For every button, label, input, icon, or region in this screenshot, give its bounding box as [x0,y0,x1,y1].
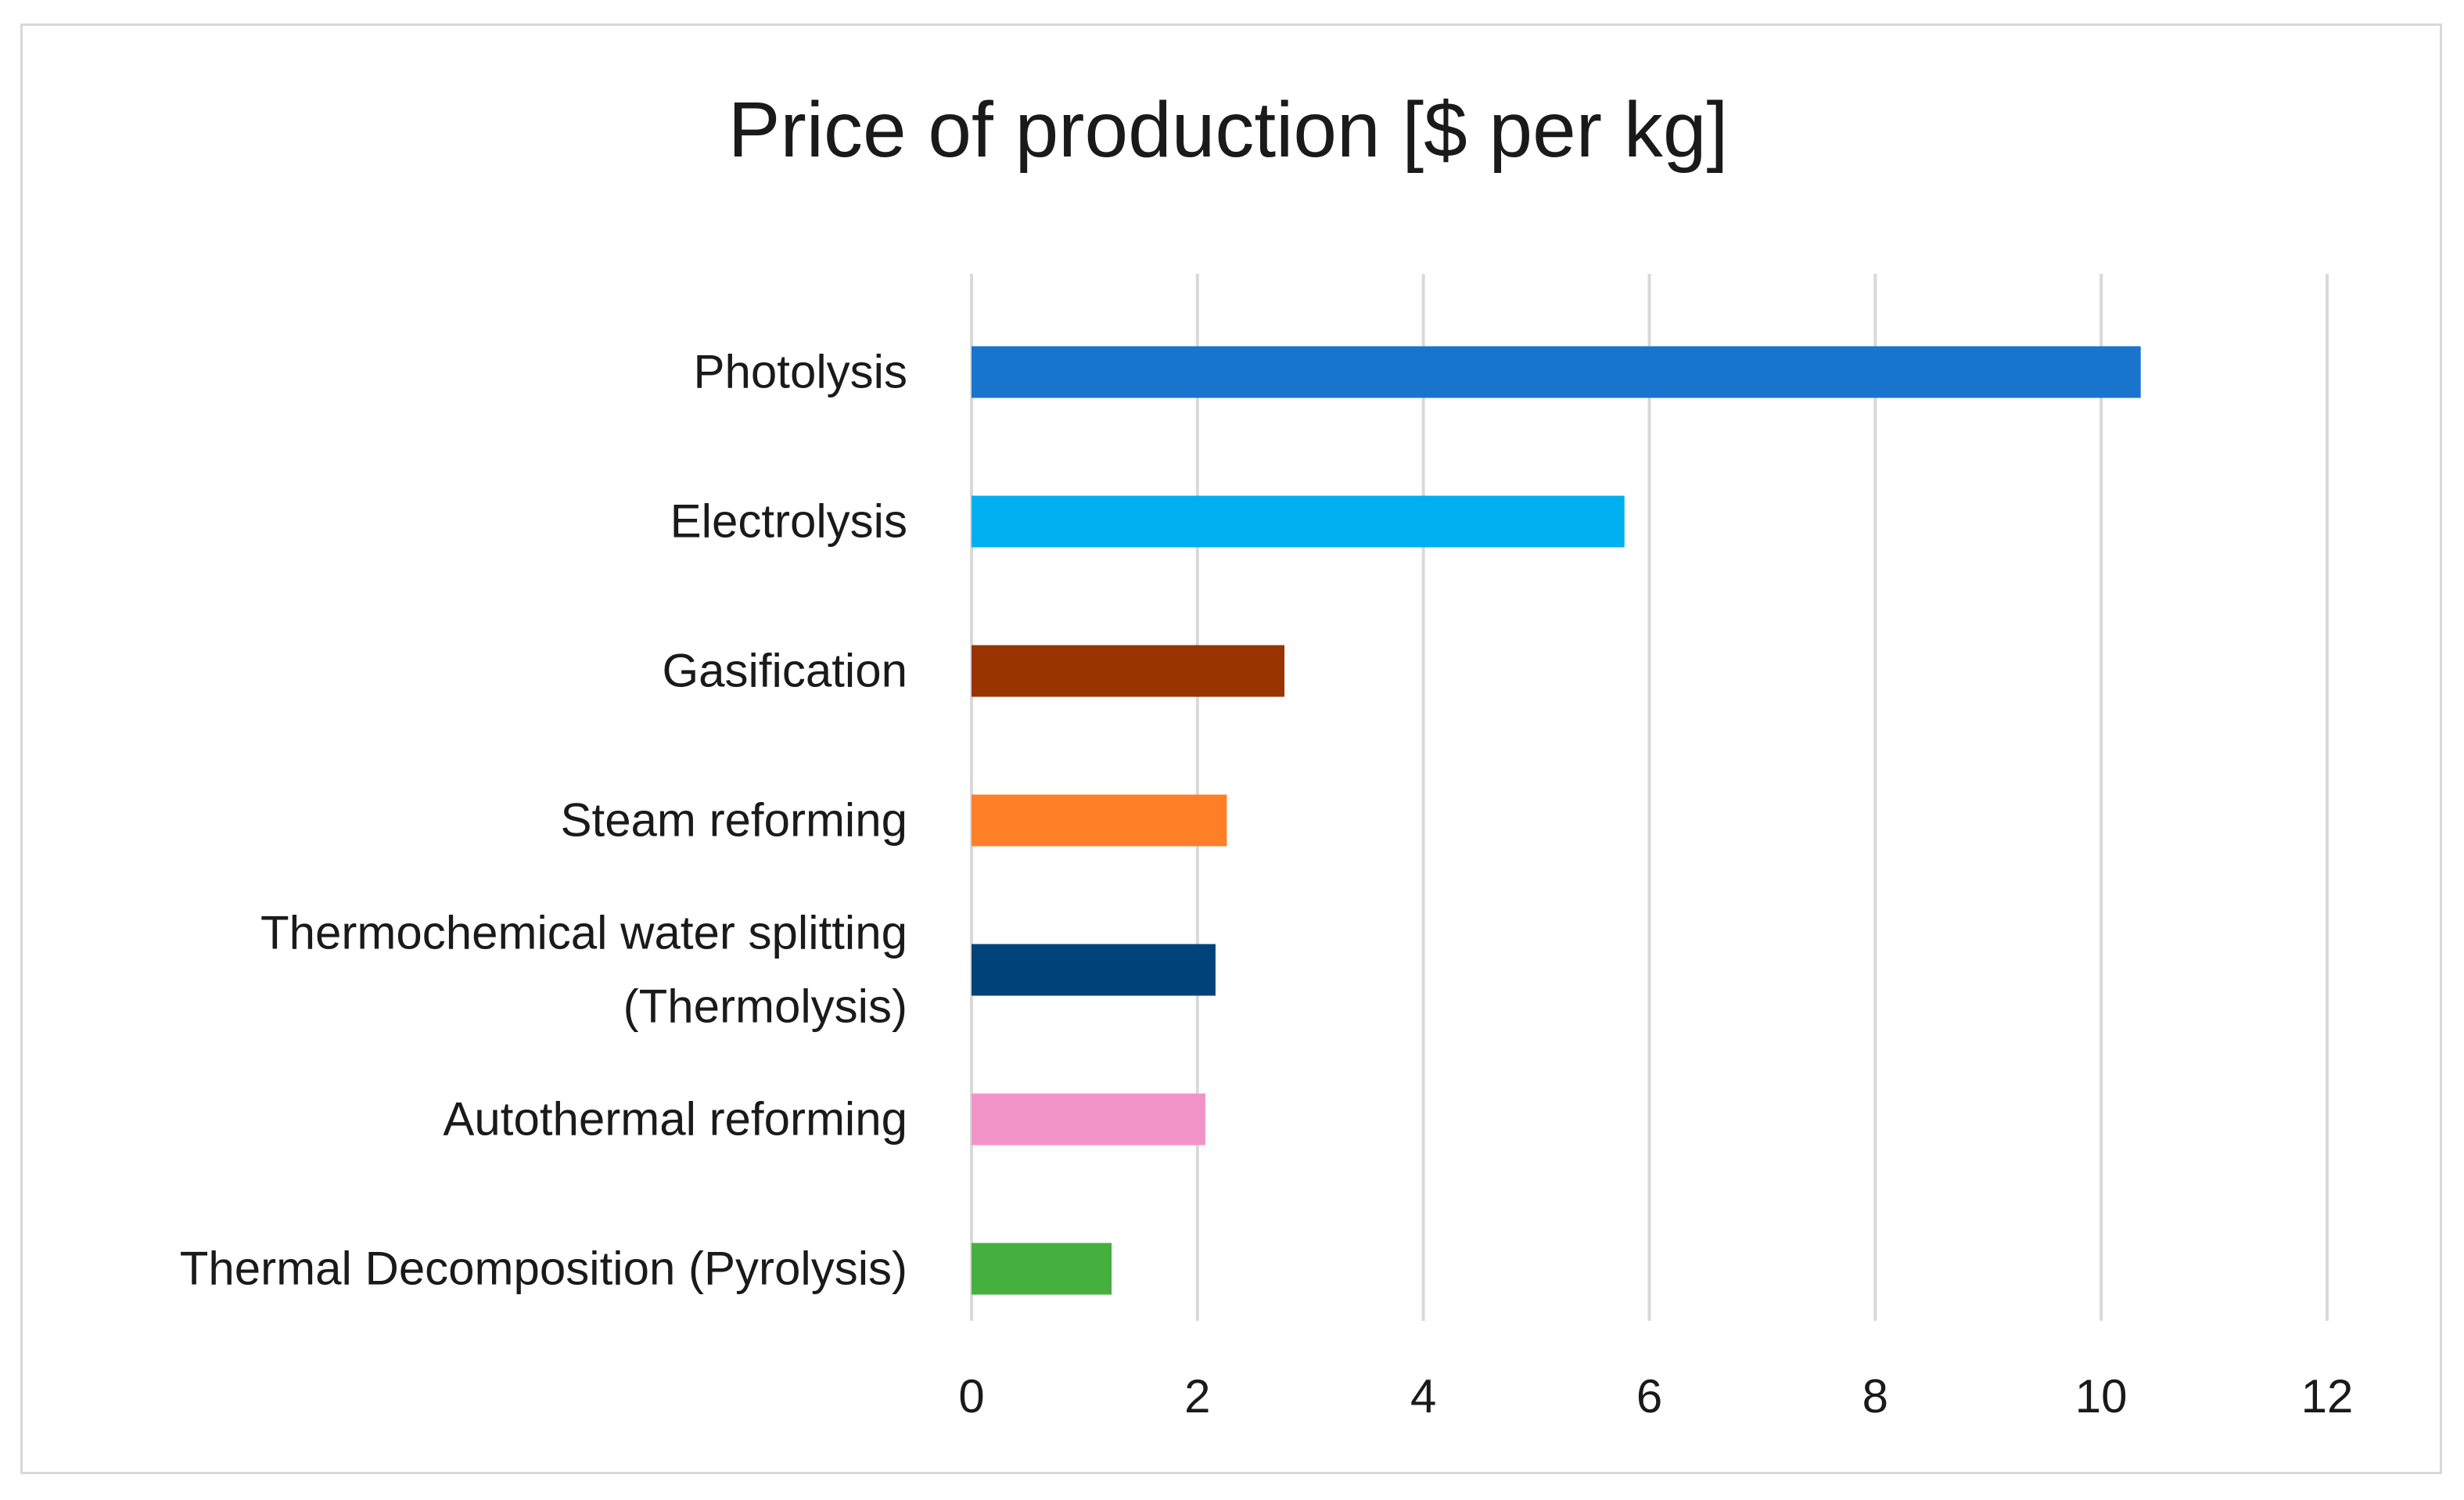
x-tick-label: 2 [1184,1370,1210,1423]
x-tick-label: 0 [958,1370,984,1423]
category-label: Thermochemical water splitting [260,907,907,959]
category-label: Electrolysis [670,495,907,548]
category-label: Gasification [663,645,907,697]
x-tick-label: 6 [1636,1370,1662,1423]
bar-0 [972,346,2141,398]
category-label: (Thermolysis) [623,980,907,1033]
bar-1 [972,495,1625,548]
category-labels: Photolysis Electrolysis Gasification Steam … [180,346,907,1295]
chart-title: Price of production [$ per kg] [728,86,1728,174]
bar-3 [972,794,1227,847]
category-label: Thermal Decomposition (Pyrolysis) [180,1243,907,1295]
bar-2 [972,645,1285,697]
bars [972,346,2141,1295]
chart-frame [20,23,2442,1474]
gridlines [970,274,2329,1321]
x-tick-label: 12 [2301,1370,2354,1423]
bar-4 [972,944,1216,996]
category-label: Autothermal reforming [443,1093,907,1146]
x-tick-label: 10 [2075,1370,2128,1423]
bar-6 [972,1243,1112,1295]
category-label: Steam reforming [561,794,908,847]
x-tick-label: 4 [1410,1370,1436,1423]
x-tick-label: 8 [1862,1370,1888,1423]
x-tick-labels: 0 2 4 6 8 10 12 [958,1370,2353,1423]
bar-5 [972,1093,1205,1146]
category-label: Photolysis [694,346,907,398]
